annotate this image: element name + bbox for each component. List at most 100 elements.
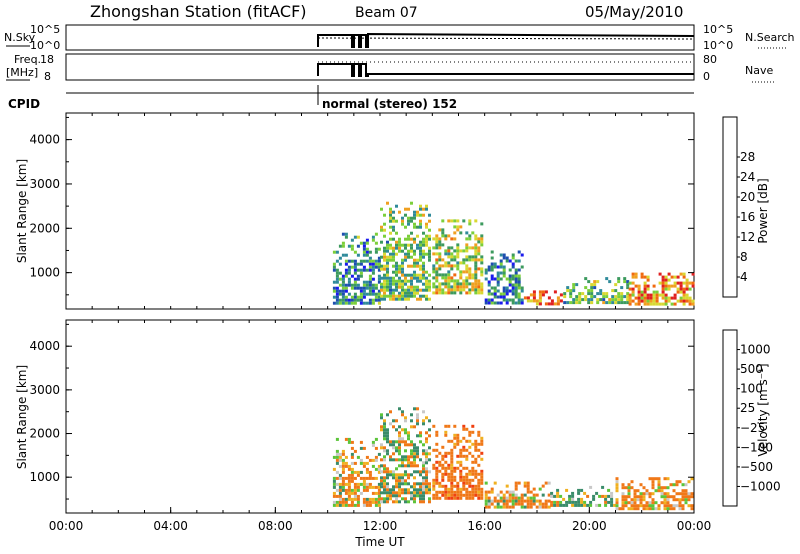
heatmap-cell — [477, 484, 481, 488]
heatmap-cell — [508, 493, 512, 497]
heatmap-cell — [624, 486, 628, 490]
heatmap-cell — [490, 286, 494, 290]
heatmap-cell — [395, 449, 398, 453]
heatmap-cell — [651, 498, 655, 502]
heatmap-cell — [401, 482, 404, 486]
heatmap-cell — [447, 270, 451, 274]
heatmap-cell — [438, 264, 442, 268]
heatmap-cell — [459, 231, 463, 235]
heatmap-cell — [643, 296, 647, 300]
heatmap-cell — [596, 298, 600, 302]
heatmap-cell — [465, 246, 469, 250]
heatmap-cell — [344, 491, 348, 495]
heatmap-cell — [438, 463, 442, 467]
heatmap-cell — [493, 286, 497, 290]
heatmap-cell — [444, 454, 448, 458]
heatmap-cell — [371, 235, 375, 239]
heatmap-cell — [383, 479, 386, 483]
heatmap-cell — [332, 280, 336, 284]
heatmap-cell — [682, 275, 686, 279]
heatmap-cell — [444, 490, 448, 494]
heatmap-cell — [332, 503, 336, 507]
heatmap-cell — [471, 430, 475, 434]
heatmap-cell — [401, 473, 404, 477]
heatmap-cell — [432, 424, 436, 428]
heatmap-cell — [480, 240, 484, 244]
heatmap-cell — [422, 461, 425, 465]
heatmap-cell — [386, 434, 389, 438]
heatmap-cell — [657, 477, 661, 481]
heatmap-cell — [634, 275, 638, 279]
heatmap-cell — [508, 505, 512, 509]
heatmap-cell — [332, 482, 336, 486]
heatmap-cell — [359, 476, 363, 480]
heatmap-cell — [344, 488, 348, 492]
heatmap-cell — [480, 469, 484, 473]
heatmap-cell — [377, 470, 381, 474]
heatmap-cell — [407, 237, 410, 241]
heatmap-cell — [374, 458, 378, 462]
heatmap-cell — [477, 454, 481, 458]
heatmap-cell — [459, 270, 463, 274]
heatmap-cell — [386, 485, 389, 489]
heatmap-cell — [395, 285, 398, 289]
heatmap-cell — [490, 301, 494, 305]
heatmap-cell — [514, 280, 518, 284]
heatmap-cell — [438, 481, 442, 485]
heatmap-cell — [413, 276, 416, 280]
heatmap-cell — [447, 463, 451, 467]
heatmap-cell — [422, 267, 425, 271]
heatmap-cell — [386, 491, 389, 495]
heatmap-cell — [517, 502, 521, 506]
heatmap-cell — [553, 503, 557, 507]
heatmap-cell — [404, 428, 407, 432]
heatmap-cell — [401, 282, 404, 286]
heatmap-cell — [502, 253, 506, 257]
heatmap-cell — [416, 464, 419, 468]
heatmap-cell — [438, 451, 442, 455]
heatmap-cell — [395, 419, 398, 423]
heatmap-cell — [643, 299, 647, 303]
heatmap-cell — [438, 484, 442, 488]
heatmap-cell — [447, 285, 451, 289]
heatmap-cell — [407, 234, 410, 238]
heatmap-cell — [432, 252, 436, 256]
heatmap-cell — [480, 288, 484, 292]
heatmap-cell — [532, 487, 536, 491]
heatmap-cell — [462, 475, 466, 479]
heatmap-cell — [359, 289, 363, 293]
heatmap-cell — [480, 267, 484, 271]
heatmap-cell — [389, 231, 392, 235]
heatmap-cell — [413, 270, 416, 274]
heatmap-cell — [480, 451, 484, 455]
heatmap-cell — [477, 252, 481, 256]
heatmap-cell — [338, 503, 342, 507]
heatmap-cell — [380, 413, 383, 417]
heatmap-cell — [395, 500, 398, 504]
heatmap-cell — [450, 237, 454, 241]
heatmap-cell — [338, 298, 342, 302]
heatmap-cell — [413, 240, 416, 244]
heatmap-cell — [633, 501, 637, 505]
heatmap-cell — [654, 501, 658, 505]
heatmap-cell — [639, 498, 643, 502]
nsearch-label: N.Search — [745, 31, 795, 44]
heatmap-cell — [365, 461, 369, 465]
heatmap-cell — [490, 277, 494, 281]
heatmap-cell — [365, 286, 369, 290]
heatmap-cell — [383, 297, 386, 301]
heatmap-cell — [419, 255, 422, 259]
heatmap-cell — [392, 249, 395, 253]
heatmap-cell — [422, 282, 425, 286]
heatmap-cell — [347, 464, 351, 468]
heatmap-cell — [490, 490, 494, 494]
power-colorbar-tick-label: 28 — [740, 150, 755, 164]
heatmap-cell — [401, 222, 404, 226]
heatmap-cell — [646, 299, 650, 303]
heatmap-cell — [377, 500, 381, 504]
heatmap-cell — [416, 297, 419, 301]
heatmap-cell — [648, 504, 652, 508]
heatmap-cell — [529, 496, 533, 500]
heatmap-cell — [410, 452, 413, 456]
